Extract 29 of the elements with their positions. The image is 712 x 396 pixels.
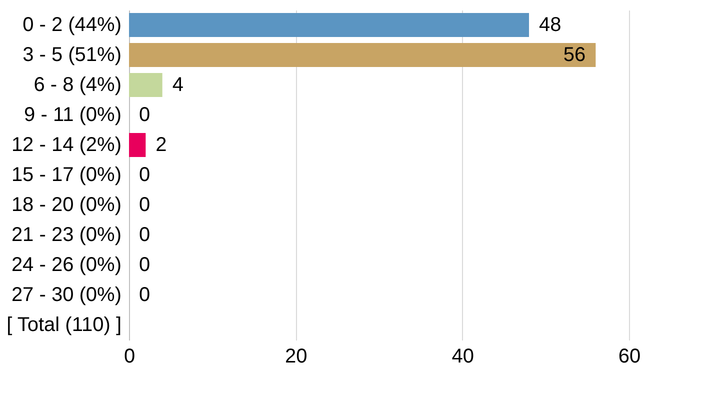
y-tick-label: 9 - 11 (0%) [24,104,122,126]
x-tick-label: 0 [124,346,136,368]
data-label: 48 [539,14,562,36]
x-tick-label: 60 [618,346,641,368]
data-label: 56 [563,44,586,66]
y-tick-label: 15 - 17 (0%) [11,164,122,186]
data-label: 0 [139,164,150,186]
y-tick-label: [ Total (110) ] [6,314,122,336]
x-tick-label: 40 [452,346,474,368]
bar [129,43,596,67]
y-tick-label: 21 - 23 (0%) [11,224,122,246]
bar [129,133,146,157]
data-label: 2 [156,134,167,156]
y-tick-label: 24 - 26 (0%) [11,254,122,276]
data-label: 0 [139,194,150,216]
y-tick-label: 27 - 30 (0%) [11,284,122,306]
data-label: 0 [139,254,150,276]
y-tick-label: 18 - 20 (0%) [11,194,122,216]
y-tick-label: 6 - 8 (4%) [34,74,122,96]
y-tick-label: 12 - 14 (2%) [11,134,122,156]
data-label: 0 [139,224,150,246]
y-tick-label: 0 - 2 (44%) [22,14,122,36]
data-label: 0 [139,104,150,126]
data-label: 0 [139,284,150,306]
x-tick-label: 20 [285,346,308,368]
data-label: 4 [172,74,184,96]
y-tick-label: 3 - 5 (51%) [22,44,122,66]
bar [129,73,162,97]
bar [129,13,529,37]
